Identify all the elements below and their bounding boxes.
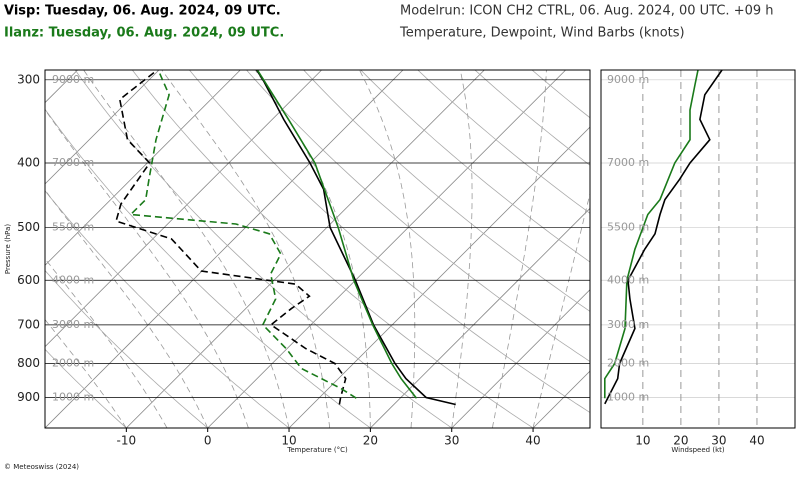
footer: © Meteoswiss (2024) <box>4 463 79 471</box>
dry-adiabat <box>45 348 127 428</box>
x-tick-label: 10 <box>635 434 650 448</box>
dry-adiabat <box>303 70 590 312</box>
moist-adiabat <box>451 70 473 428</box>
isotherm <box>451 289 590 428</box>
height-label: 5500 m <box>607 221 649 234</box>
height-label: 7000 m <box>52 156 94 169</box>
dry-adiabat <box>360 70 590 263</box>
isotherm <box>126 70 485 428</box>
dry-adiabat <box>474 70 590 166</box>
x-tick-label: 40 <box>749 434 764 448</box>
isotherm <box>207 70 566 428</box>
dry-adiabat <box>45 269 208 428</box>
dewpoint-line <box>129 70 357 399</box>
temperature-line <box>255 70 456 406</box>
y-tick-label: 900 <box>17 390 40 404</box>
isotherm <box>45 70 404 428</box>
dry-adiabat <box>45 108 371 428</box>
y-tick-label: 300 <box>17 72 40 86</box>
isotherm <box>45 70 322 348</box>
windspeed-line <box>604 70 699 399</box>
moist-adiabat <box>45 318 127 428</box>
isotherm <box>532 370 590 428</box>
dry-adiabat <box>74 70 452 428</box>
x-tick-label: 30 <box>444 434 459 448</box>
dry-adiabat <box>45 190 290 428</box>
moist-adiabat <box>532 191 590 428</box>
x-tick-label: 0 <box>204 434 212 448</box>
height-label: 4000 m <box>607 273 649 286</box>
dry-adiabat <box>246 70 590 363</box>
height-label: 3000 m <box>607 318 649 331</box>
moist-adiabat <box>45 108 249 428</box>
dry-adiabat <box>588 70 590 72</box>
x-tick-label: -10 <box>117 434 137 448</box>
x-tick-label: 20 <box>673 434 688 448</box>
isotherm <box>45 70 241 266</box>
y-tick-label: 600 <box>17 273 40 287</box>
isotherm <box>370 207 590 428</box>
isotherm <box>288 126 590 428</box>
height-label: 9000 m <box>52 73 94 86</box>
station2-title: Ilanz: Tuesday, 06. Aug. 2024, 09 UTC. <box>4 26 284 41</box>
height-label: 1000 m <box>607 391 649 404</box>
dewpoint-line <box>115 70 347 405</box>
x-tick-label: 40 <box>525 434 540 448</box>
height-label: 3000 m <box>52 318 94 331</box>
moist-adiabat <box>45 189 209 428</box>
isotherm <box>696 70 800 428</box>
station1-title: Visp: Tuesday, 06. Aug. 2024, 09 UTC. <box>4 4 281 19</box>
x-tick-label: 30 <box>711 434 726 448</box>
dry-adiabat <box>131 70 534 428</box>
height-label: 9000 m <box>607 73 649 86</box>
x-axis-label: Windspeed (kt) <box>671 446 724 454</box>
x-tick-label: 10 <box>281 434 296 448</box>
moist-adiabat <box>359 70 416 428</box>
windspeed-line <box>604 70 723 405</box>
moist-adiabat <box>45 258 168 428</box>
x-axis-label: Temperature (°C) <box>286 446 348 454</box>
height-label: 1000 m <box>52 391 94 404</box>
skewt-frame <box>44 69 591 429</box>
temperature-line <box>256 70 418 399</box>
height-label: 4000 m <box>52 273 94 286</box>
wind-frame <box>600 69 796 429</box>
isotherm <box>45 70 160 185</box>
dry-adiabat <box>189 70 590 414</box>
isotherm <box>614 70 800 428</box>
height-label: 2000 m <box>607 356 649 369</box>
y-tick-label: 800 <box>17 356 40 370</box>
height-label: 7000 m <box>607 156 649 169</box>
y-tick-label: 700 <box>17 317 40 331</box>
height-label: 5500 m <box>52 221 94 234</box>
subtitle: Temperature, Dewpoint, Wind Barbs (knots… <box>399 26 685 41</box>
dry-adiabat <box>417 70 590 214</box>
y-axis-label: Pressure (hPa) <box>4 224 12 274</box>
height-label: 2000 m <box>52 356 94 369</box>
moist-adiabat <box>492 70 547 428</box>
x-tick-label: 20 <box>363 434 378 448</box>
modelrun: Modelrun: ICON CH2 CTRL, 06. Aug. 2024, … <box>400 4 774 19</box>
moist-adiabat <box>83 70 290 428</box>
y-tick-label: 500 <box>17 220 40 234</box>
y-tick-label: 400 <box>17 156 40 170</box>
